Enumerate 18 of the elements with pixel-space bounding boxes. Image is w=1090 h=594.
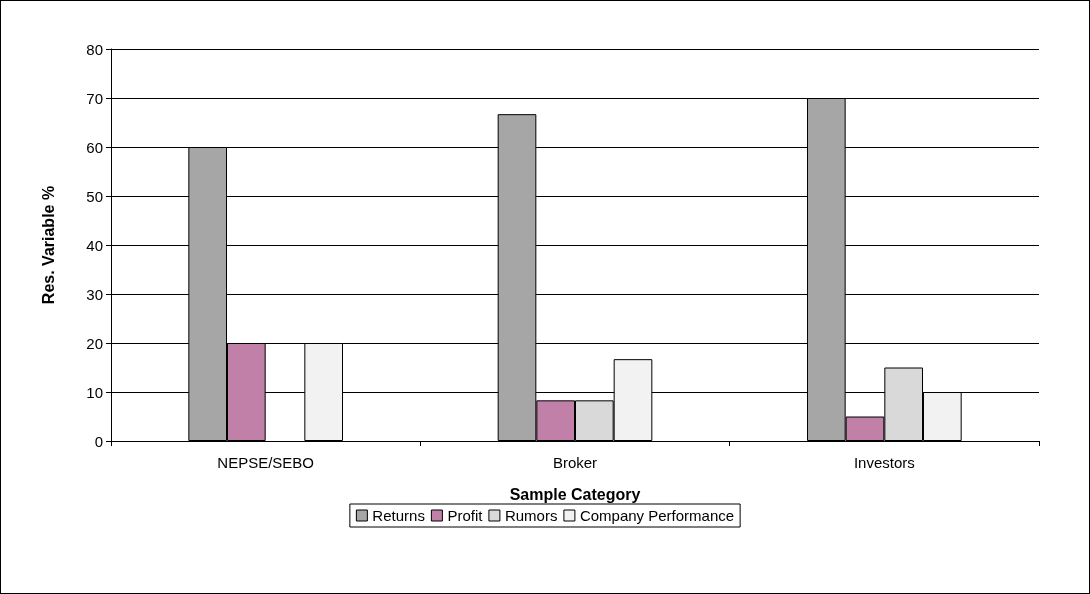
y-tick-label: 30 (86, 285, 103, 303)
x-tick-label: Investors (853, 454, 915, 471)
y-tick-label: 60 (86, 138, 103, 156)
legend-label: Rumors (504, 507, 558, 524)
legend-label: Company Performance (579, 507, 735, 524)
x-axis-title: Sample Category (509, 485, 641, 503)
y-tick-label: 50 (86, 187, 103, 205)
y-axis-title: Res. Variable % (39, 185, 57, 305)
legend-label: Profit (447, 507, 484, 524)
y-tick-label: 40 (86, 236, 103, 254)
y-tick-label: 80 (86, 40, 103, 58)
legend-label: Returns (372, 507, 425, 524)
y-tick-label: 20 (86, 334, 103, 352)
y-tick-label: 0 (94, 432, 103, 450)
y-tick-label: 10 (86, 383, 103, 401)
x-tick-label: Broker (552, 454, 598, 471)
y-tick-label: 70 (86, 89, 103, 107)
x-tick-label: NEPSE/SEBO (217, 454, 315, 471)
